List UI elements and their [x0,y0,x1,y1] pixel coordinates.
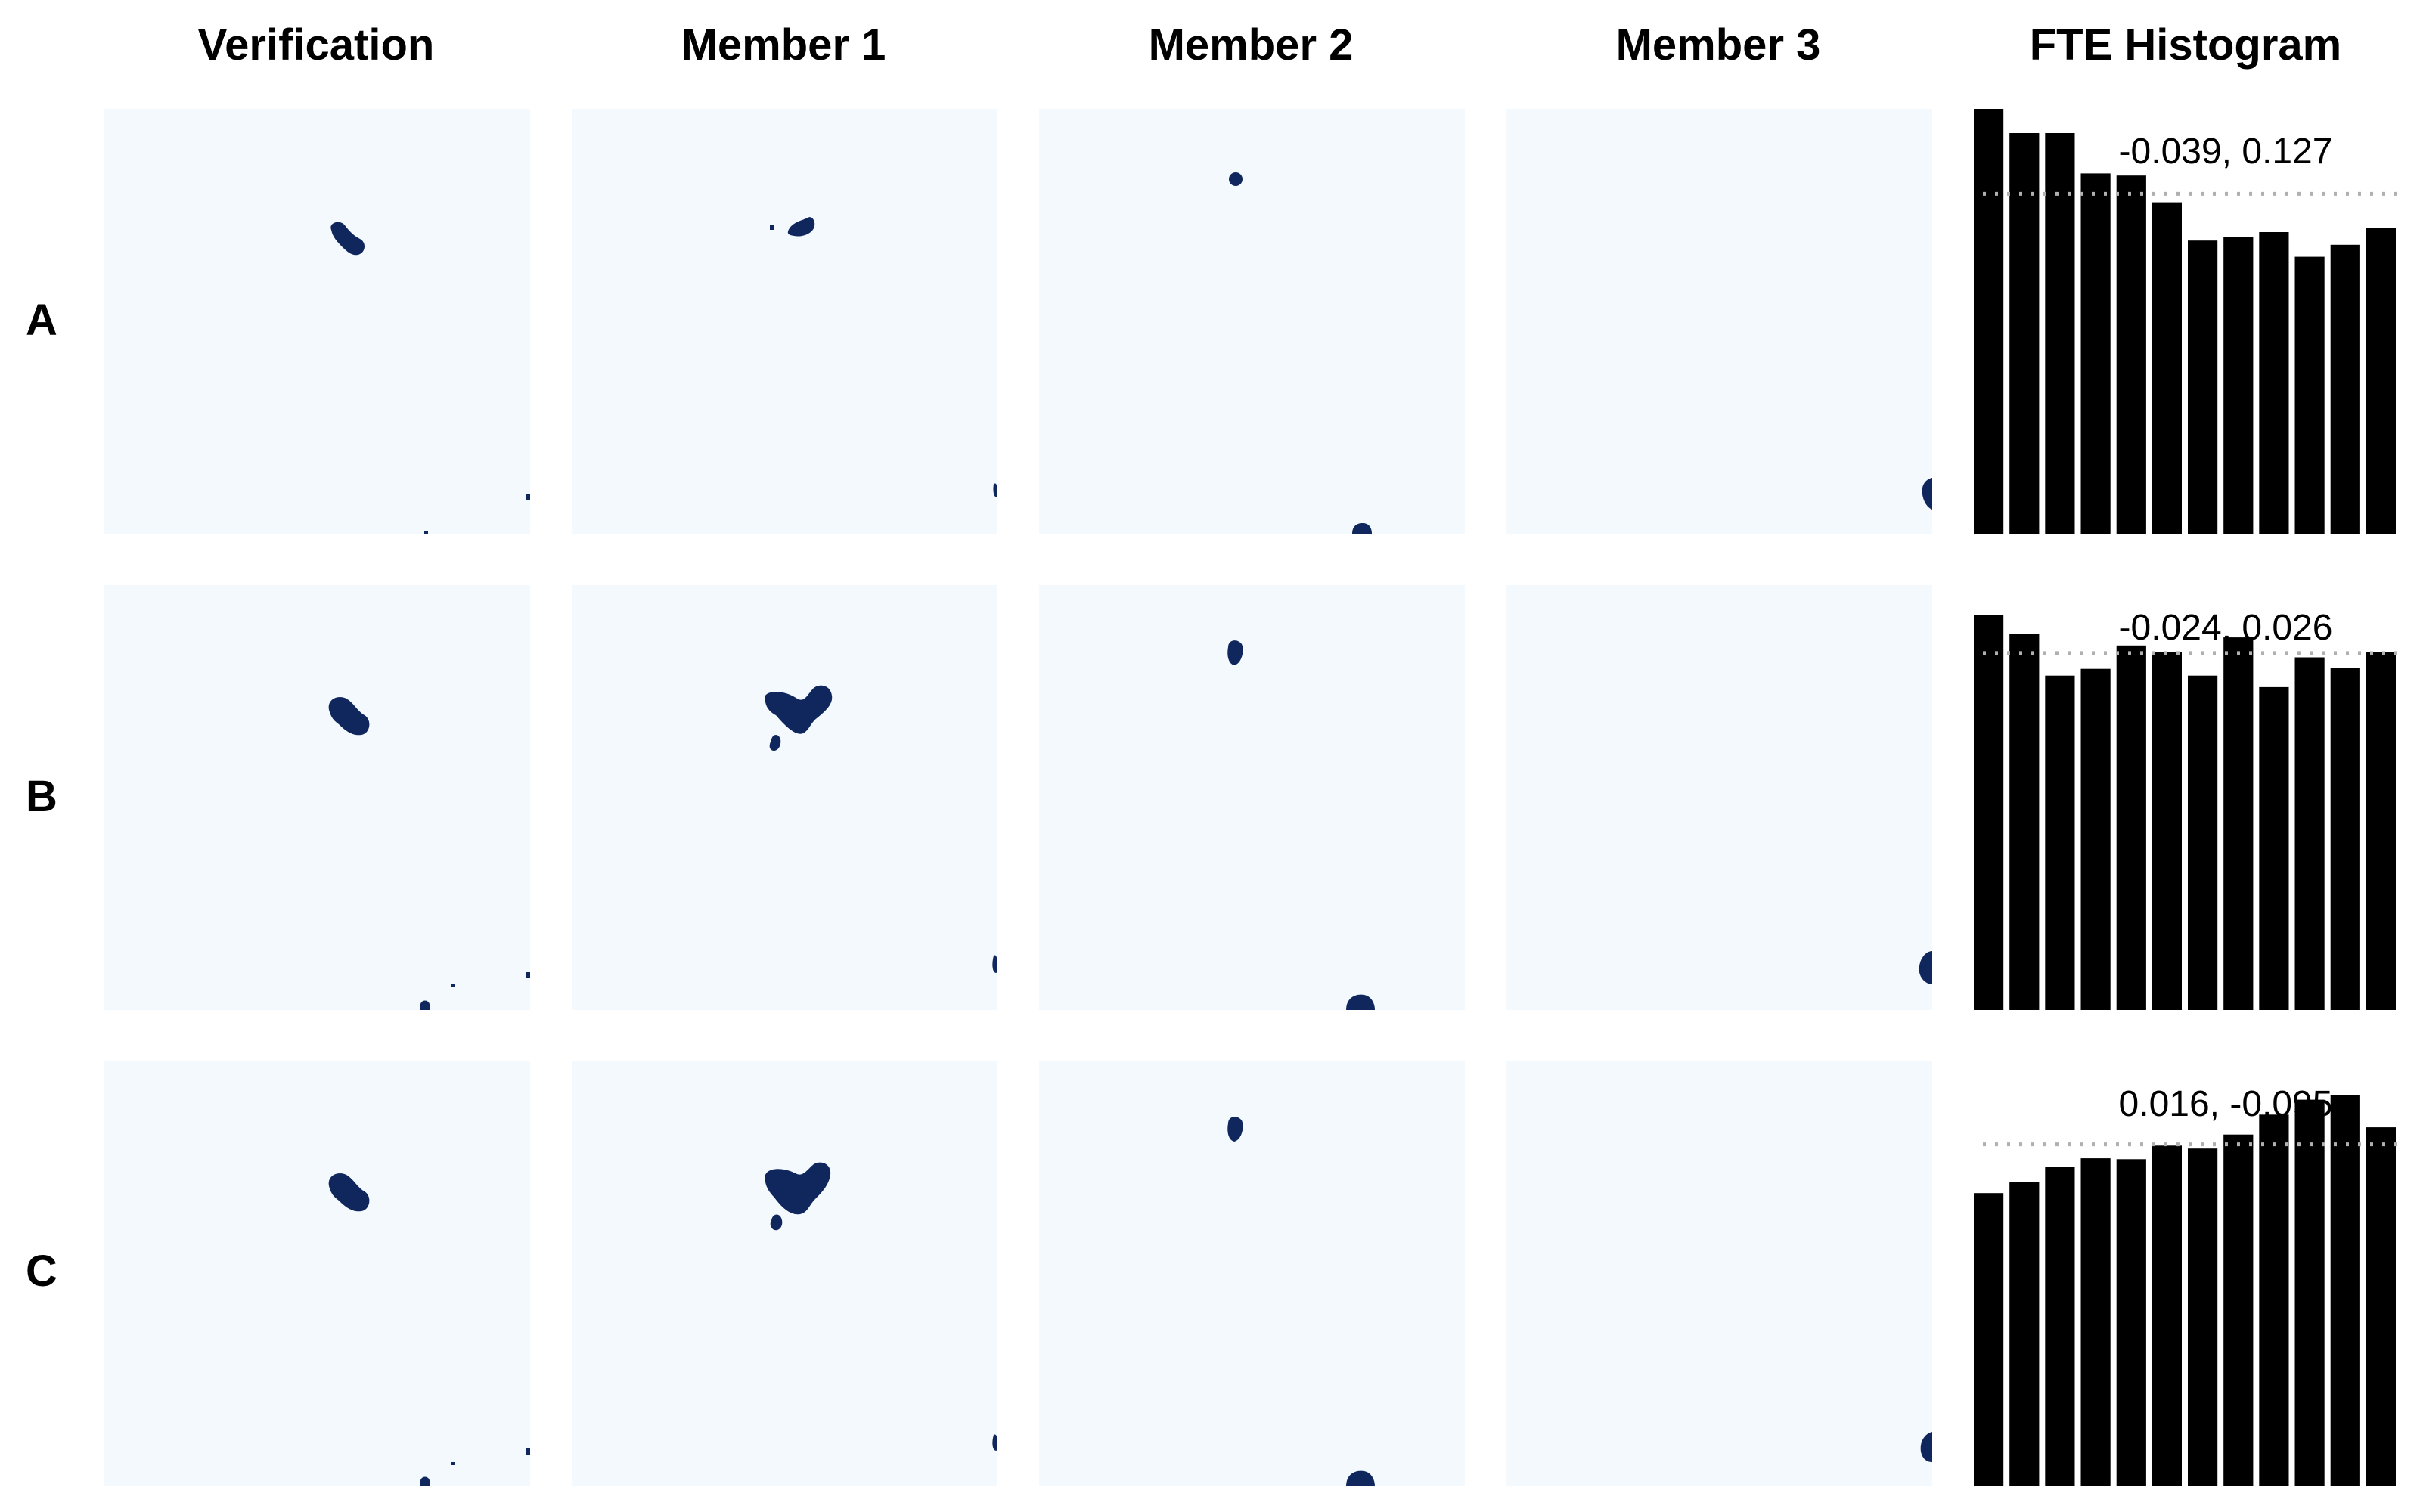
histogram-bar [2366,652,2396,1010]
panel-member-3-c [1506,1061,1932,1486]
histogram-bar [2152,652,2182,1010]
panel-member-3-b [1506,585,1932,1010]
histogram-bar [2294,1099,2325,1486]
histogram-bar [2259,232,2289,534]
histogram-bar [2080,668,2111,1010]
histogram-bar [1974,1193,2004,1486]
histogram-bar [2009,1182,2040,1486]
histogram-annotation: -0.024, 0.026 [2119,608,2333,648]
histogram-bar [2080,1158,2111,1486]
panel-member-3-a [1506,109,1932,534]
histogram-bar [2330,1095,2360,1486]
histogram-bar [2045,675,2075,1010]
histogram-bar [2223,237,2254,534]
histogram-bar [2116,1159,2146,1486]
histogram-bar [2294,657,2325,1010]
histogram-bar [2223,637,2254,1010]
panel-verification-a [104,109,530,534]
panel-member-2-a [1039,109,1465,534]
panel-verification-c [104,1061,530,1486]
histogram-bar [2080,173,2111,534]
histogram-bar [2152,202,2182,534]
column-header-verification: Verification [197,20,435,70]
histogram-bar [2294,256,2325,534]
fte-histogram-b-svg: -0.024, 0.026 [1974,608,2402,1010]
histogram-bar [2223,1134,2254,1486]
histogram-bar [2188,675,2218,1010]
histogram-bar [2009,133,2040,534]
histogram-bar [2152,1145,2182,1486]
histogram-annotation: 0.016, -0.095 [2119,1084,2333,1124]
fte-histogram-a: -0.039, 0.127 [1974,109,2402,534]
histogram-bar [2188,1148,2218,1486]
histogram-bar [2116,175,2146,534]
histogram-bar [1974,615,2004,1010]
column-header-fte-histogram: FTE Histogram [2029,20,2342,70]
panel-member-1-b [572,585,997,1010]
column-header-member-2: Member 2 [1148,20,1354,70]
histogram-bar [2366,228,2396,534]
histogram-bar [2045,1167,2075,1486]
panel-member-2-b [1039,585,1465,1010]
fte-histogram-c-svg: 0.016, -0.095 [1974,1084,2402,1486]
panel-member-2-c [1039,1061,1465,1486]
row-label-a: A [26,296,57,345]
histogram-bar [2188,240,2218,534]
histogram-annotation: -0.039, 0.127 [2119,132,2333,172]
fte-histogram-c: 0.016, -0.095 [1974,1061,2402,1486]
histogram-bar [2366,1127,2396,1486]
column-header-member-1: Member 1 [681,20,886,70]
histogram-bar [2259,1114,2289,1486]
histogram-bar [2116,645,2146,1010]
histogram-bar [2259,686,2289,1010]
row-label-c: C [26,1247,57,1296]
column-header-member-3: Member 3 [1615,20,1821,70]
panel-member-1-c [572,1061,997,1486]
histogram-bar [2009,634,2040,1010]
fte-histogram-b: -0.024, 0.026 [1974,585,2402,1010]
panel-member-1-a [572,109,997,534]
histogram-bar [2330,668,2360,1010]
fte-histogram-a-svg: -0.039, 0.127 [1974,109,2402,534]
histogram-bar [2330,244,2360,534]
panel-verification-b [104,585,530,1010]
histogram-bar [2045,133,2075,534]
histogram-bar [1974,109,2004,534]
row-label-b: B [26,772,57,821]
